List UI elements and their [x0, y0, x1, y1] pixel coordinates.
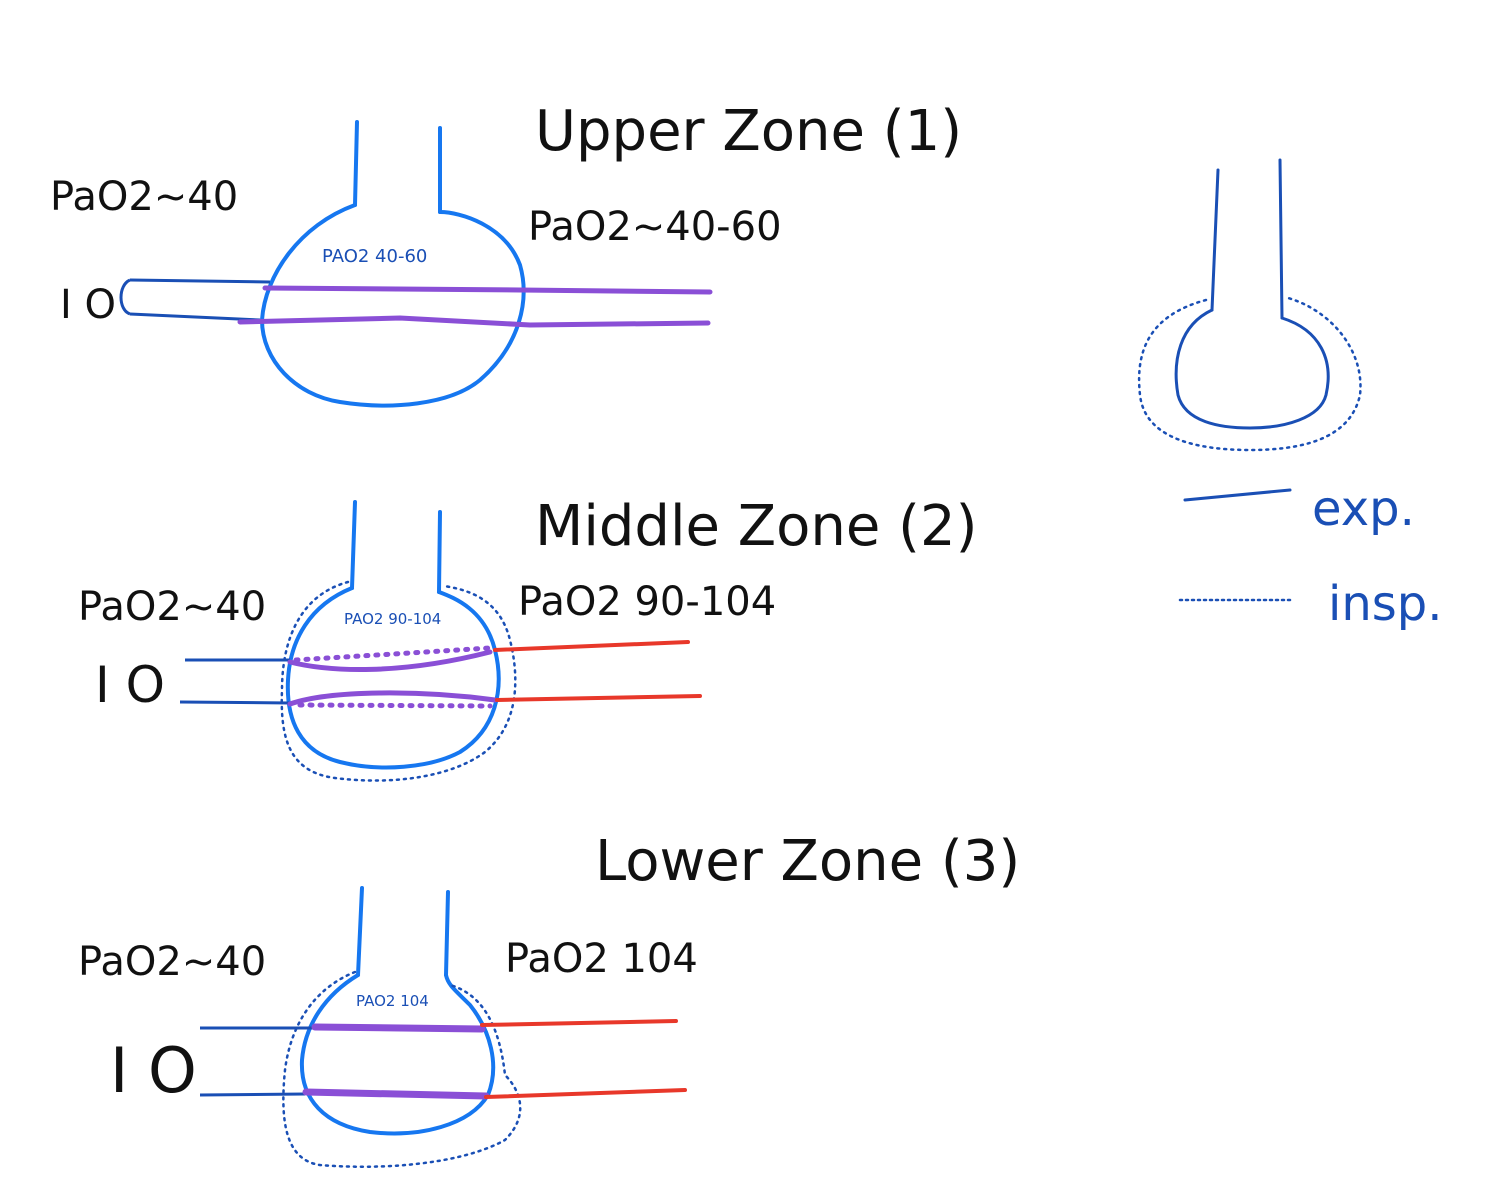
capillary-top-inspiration: [293, 645, 493, 663]
alveolus: [259, 203, 526, 408]
legend-alveolus-expiration: [1174, 308, 1330, 430]
arterial-po2-label: PaO2 104: [505, 936, 698, 982]
alveolus-inspiration: [280, 580, 517, 782]
legend: exp. insp.: [1137, 158, 1443, 632]
legend-airway-right: [1278, 158, 1284, 320]
alveolar-po2-label: PAO2 40-60: [322, 246, 427, 267]
arterial-vessel-top: [480, 1019, 678, 1027]
capillary-bottom: [302, 1088, 490, 1100]
capillary-bottom: [287, 690, 498, 707]
legend-expiration-label: exp.: [1312, 481, 1415, 537]
airway-left-wall: [356, 886, 364, 977]
zone-upper: Upper Zone (1) PaO2~40 PaO2~40-60 I O PA…: [50, 99, 962, 408]
airway-right-wall: [437, 510, 442, 594]
vessel-marker: I O: [60, 282, 116, 328]
alveolar-po2-label: PAO2 104: [356, 992, 429, 1010]
venous-vessel-bottom: [199, 1092, 306, 1097]
airway-left-wall: [350, 500, 357, 590]
arterial-po2-label: PaO2~40-60: [528, 204, 782, 250]
alveolar-po2-label: PAO2 90-104: [344, 610, 441, 628]
arterial-vessel-bottom: [484, 1088, 687, 1099]
capillary-top: [287, 649, 493, 672]
alveolus-expiration: [299, 973, 496, 1136]
legend-airway-left: [1210, 168, 1220, 312]
venous-vessel-bottom: [179, 700, 291, 705]
venous-vessel-bottom: [129, 312, 261, 322]
airway-right-wall: [444, 890, 450, 977]
legend-alveolus-inspiration: [1137, 296, 1362, 452]
alveolus-inspiration: [282, 970, 522, 1168]
vessel-marker: I O: [95, 656, 165, 714]
vessel-marker: I O: [110, 1034, 197, 1107]
capillary-bottom-inspiration: [297, 702, 493, 709]
zone-title: Upper Zone (1): [535, 99, 962, 164]
airway-left-wall: [353, 120, 359, 207]
capillary-top: [262, 285, 713, 295]
venous-po2-label: PaO2~40: [50, 174, 238, 220]
zone-middle: Middle Zone (2) PaO2~40 PaO2 90-104 I O …: [78, 494, 977, 782]
zone-title: Middle Zone (2): [535, 494, 977, 559]
arterial-po2-label: PaO2 90-104: [518, 579, 776, 625]
zone-title: Lower Zone (3): [595, 829, 1020, 894]
capillary-top: [311, 1023, 486, 1033]
legend-inspiration-label: insp.: [1328, 576, 1443, 632]
arterial-vessel-top: [493, 640, 690, 652]
arterial-vessel-bottom: [495, 694, 702, 702]
venous-po2-label: PaO2~40: [78, 939, 266, 985]
legend-expiration-line: [1183, 488, 1292, 502]
venous-vessel-top: [129, 278, 271, 284]
zone-lower: Lower Zone (3) PaO2~40 PaO2 104 I O PAO2…: [78, 829, 1020, 1168]
venous-po2-label: PaO2~40: [78, 584, 266, 630]
venous-vessel-end: [119, 278, 131, 316]
capillary-bottom: [237, 315, 711, 328]
